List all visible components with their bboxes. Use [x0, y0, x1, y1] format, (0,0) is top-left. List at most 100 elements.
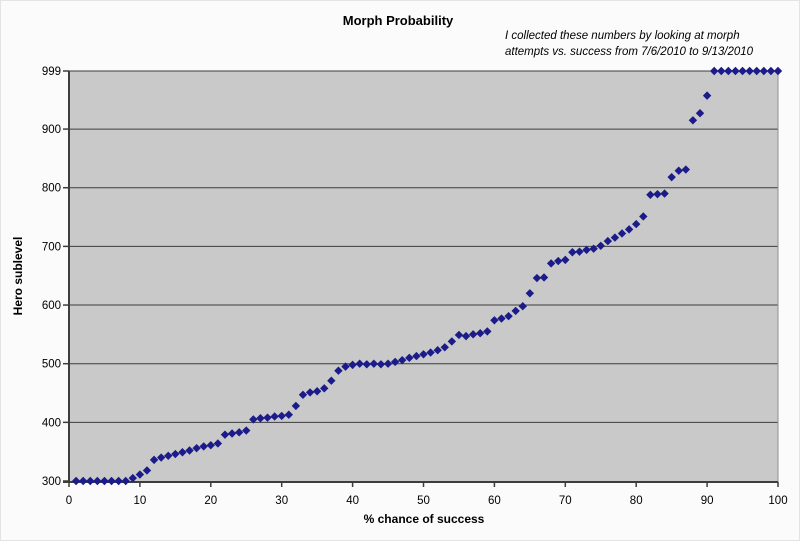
x-tick-label: 30	[275, 495, 288, 507]
data-point	[100, 476, 109, 486]
data-point	[554, 256, 563, 266]
y-tick-label: 300	[42, 476, 61, 488]
data-point	[362, 360, 371, 369]
data-point	[490, 316, 499, 325]
data-point	[447, 337, 457, 346]
data-point	[298, 390, 308, 399]
data-point	[213, 439, 223, 448]
data-point	[291, 401, 301, 411]
data-point	[504, 311, 513, 321]
data-point	[270, 412, 279, 421]
data-point	[518, 302, 527, 311]
data-point	[589, 244, 598, 253]
data-point	[660, 189, 669, 198]
data-point	[135, 470, 145, 479]
chart-annotation: I collected these numbers by looking at …	[505, 28, 753, 60]
data-point	[476, 328, 485, 338]
data-point	[390, 357, 400, 367]
data-point	[86, 476, 95, 486]
data-point	[284, 410, 293, 419]
y-tick-label: 800	[42, 183, 61, 195]
data-point	[227, 429, 237, 438]
data-point	[334, 366, 343, 375]
data-point	[256, 414, 265, 423]
data-point	[773, 66, 783, 76]
data-point	[93, 476, 102, 486]
data-point	[688, 116, 698, 125]
x-tick-label: 60	[488, 495, 501, 507]
plot-background	[69, 71, 778, 481]
y-tick-label: 400	[42, 417, 61, 429]
data-point	[575, 247, 584, 256]
data-point	[433, 345, 442, 355]
data-point	[376, 360, 386, 369]
y-tick-label: 999	[42, 66, 61, 78]
y-axis-title: Hero sublevel	[11, 236, 25, 316]
data-point	[511, 306, 520, 316]
data-point	[639, 212, 648, 221]
data-point	[71, 476, 81, 486]
data-point	[632, 219, 641, 229]
data-point	[624, 225, 634, 234]
data-point	[355, 359, 364, 368]
data-point	[305, 388, 315, 397]
data-point	[121, 476, 130, 486]
data-point	[78, 476, 88, 486]
data-point	[603, 236, 613, 246]
data-point	[405, 353, 414, 363]
data-point	[107, 476, 116, 486]
data-point	[468, 330, 478, 339]
data-point	[568, 248, 577, 257]
data-point	[766, 66, 776, 76]
data-point	[646, 190, 655, 199]
data-point	[709, 66, 719, 76]
data-point	[681, 165, 691, 174]
x-tick-label: 100	[768, 495, 787, 507]
x-tick-label: 90	[701, 495, 714, 507]
data-point	[348, 360, 357, 370]
data-point	[483, 327, 492, 336]
data-point	[327, 376, 336, 385]
data-point	[220, 430, 230, 439]
data-point	[369, 359, 379, 368]
data-point	[114, 476, 123, 486]
data-point	[525, 289, 535, 298]
x-tick-label: 0	[66, 495, 72, 507]
x-tick-label: 10	[134, 495, 147, 507]
data-point	[717, 66, 726, 76]
data-point	[192, 443, 201, 453]
data-point	[383, 359, 393, 368]
annotation-line-1: I collected these numbers by looking at …	[505, 30, 740, 42]
data-point	[249, 415, 258, 424]
data-point	[320, 384, 329, 393]
data-point	[426, 348, 435, 357]
data-point	[156, 453, 166, 462]
data-point	[702, 91, 712, 100]
data-point	[312, 387, 322, 396]
data-point	[341, 362, 350, 371]
data-point	[164, 451, 173, 460]
data-point	[596, 241, 605, 250]
data-point	[419, 350, 428, 359]
data-point	[539, 273, 549, 282]
x-tick-label: 80	[630, 495, 643, 507]
data-point	[454, 330, 464, 340]
data-point	[546, 259, 556, 268]
data-point	[149, 455, 159, 465]
data-point	[412, 351, 421, 361]
x-tick-label: 40	[346, 495, 359, 507]
data-point	[398, 355, 407, 365]
y-tick-label: 700	[42, 241, 61, 253]
y-tick-label: 500	[42, 359, 61, 371]
data-point	[738, 66, 747, 76]
data-point	[532, 273, 542, 283]
data-point	[582, 245, 591, 255]
data-point	[242, 426, 251, 435]
x-tick-label: 50	[417, 495, 430, 507]
data-point	[752, 66, 761, 76]
data-point	[731, 66, 740, 76]
y-tick-label: 600	[42, 300, 61, 312]
data-point	[610, 233, 620, 242]
